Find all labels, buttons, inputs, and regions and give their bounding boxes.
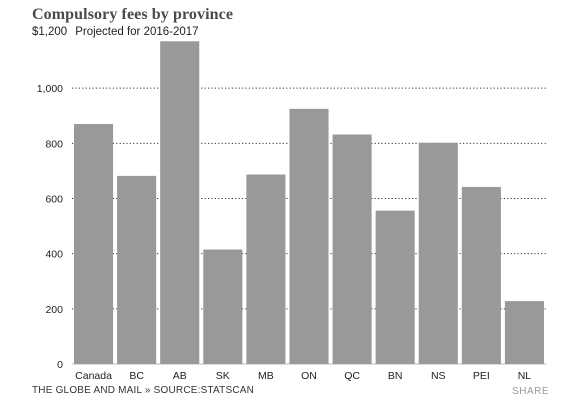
- chart-subtitle: $1,200 Projected for 2016-2017: [32, 26, 199, 38]
- x-tick-label: ON: [301, 370, 317, 382]
- y-tick-label: 400: [45, 249, 63, 261]
- bar-mb: [246, 174, 286, 364]
- x-tick-label: MB: [258, 370, 274, 382]
- chart-title: Compulsory fees by province: [32, 6, 234, 23]
- y-tick-label: 0: [57, 359, 63, 371]
- y-tick-label: 1,000: [37, 83, 63, 95]
- y-tick-label: 600: [45, 194, 63, 206]
- x-tick-label: NS: [431, 370, 446, 382]
- share-button[interactable]: SHARE: [512, 386, 549, 397]
- bar-nl: [504, 301, 544, 364]
- bar-on: [289, 108, 329, 364]
- chart-note: Projected for 2016-2017: [75, 26, 199, 38]
- bar-canada: [74, 124, 114, 364]
- bar-bc: [117, 175, 157, 364]
- bars: [74, 41, 544, 364]
- y-axis-ticks: 0 200 400 600 800 1,000: [37, 83, 63, 371]
- bar-qc: [332, 134, 372, 364]
- x-tick-label: NL: [518, 370, 532, 382]
- x-tick-label: PEI: [473, 370, 490, 382]
- x-tick-label: SK: [216, 370, 230, 382]
- x-tick-label: Canada: [75, 370, 112, 382]
- bar-sk: [203, 249, 243, 364]
- bar-bn: [375, 210, 415, 364]
- footer-credit: THE GLOBE AND MAIL » SOURCE:STATSCAN: [32, 385, 255, 396]
- bar-pei: [461, 186, 501, 364]
- y-tick-label: 200: [45, 304, 63, 316]
- bar-ab: [160, 41, 200, 364]
- x-tick-label: AB: [173, 370, 187, 382]
- x-tick-label: BN: [388, 370, 403, 382]
- bar-ns: [418, 142, 458, 364]
- x-axis-labels: Canada BC AB SK MB ON QC BN NS PEI NL: [75, 370, 531, 382]
- y-tick-label: 800: [45, 138, 63, 150]
- y-axis-top-label: $1,200: [32, 26, 68, 38]
- x-tick-label: QC: [344, 370, 360, 382]
- x-tick-label: BC: [129, 370, 144, 382]
